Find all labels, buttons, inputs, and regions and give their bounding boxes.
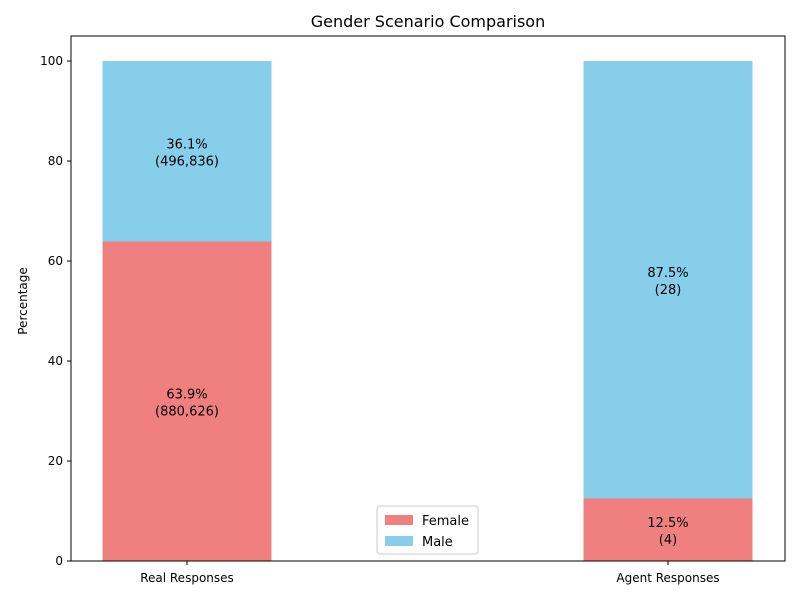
data-label-male-0: 36.1% (496,836) [155,137,219,169]
y-tick-label: 40 [48,354,63,368]
y-tick-label: 80 [48,154,63,168]
data-label-female-1: 12.5% (4) [647,516,688,548]
bar-female-0 [102,241,272,561]
data-label-male-1: 87.5% (28) [647,266,688,298]
legend-swatch-female [385,515,413,525]
plot-area: 63.9% (880,626) 36.1% (496,836) 12.5% (4) 87.5… [102,61,753,561]
bar-female-1 [583,498,753,561]
legend: Female Male [376,505,479,555]
bar-male-1 [583,61,753,499]
legend-swatch-male [385,536,413,546]
y-axis-label: Percentage [16,267,30,335]
legend-label-female: Female [422,514,469,529]
x-tick-label: Agent Responses [616,571,719,585]
y-tick-label: 60 [48,254,63,268]
y-tick-label: 100 [40,54,63,68]
bar-male-0 [102,61,272,242]
y-tick-label: 0 [55,554,63,568]
data-label-female-0: 63.9% (880,626) [155,387,219,419]
chart-title: Gender Scenario Comparison [311,12,545,31]
legend-label-male: Male [422,535,453,550]
plot-frame [70,35,786,562]
y-tick-label: 20 [48,454,63,468]
x-tick-label: Real Responses [140,571,234,585]
axes: 0 20 40 60 80 100 Real Responses Agent Response… [40,54,720,585]
